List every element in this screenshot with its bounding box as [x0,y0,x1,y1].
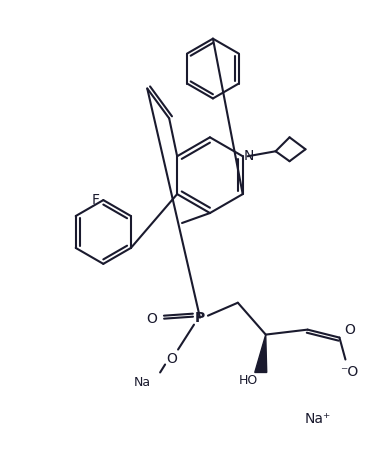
Text: Na⁺: Na⁺ [304,412,331,426]
Text: ⁻O: ⁻O [340,365,358,379]
Text: HO: HO [239,374,259,387]
Polygon shape [255,335,267,373]
Text: N: N [244,149,254,163]
Text: O: O [147,312,157,326]
Text: F: F [92,193,99,207]
Text: Na: Na [134,376,151,389]
Text: P: P [195,311,205,325]
Text: O: O [344,323,355,337]
Text: O: O [167,352,177,365]
